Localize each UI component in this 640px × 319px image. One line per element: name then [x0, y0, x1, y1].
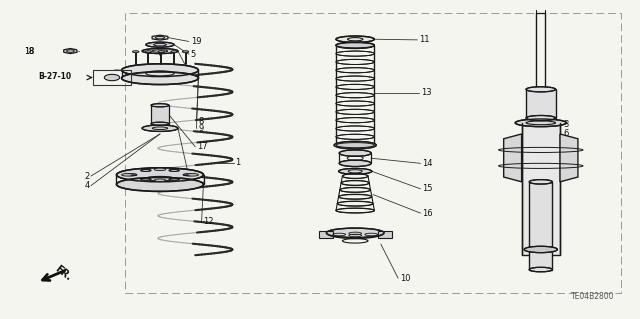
Text: 19: 19: [191, 37, 201, 46]
Text: 4: 4: [84, 181, 90, 190]
Text: 7: 7: [191, 67, 196, 76]
Ellipse shape: [336, 43, 374, 48]
Polygon shape: [560, 134, 578, 182]
Ellipse shape: [158, 51, 164, 53]
Ellipse shape: [142, 48, 178, 54]
Text: 11: 11: [419, 35, 429, 44]
Ellipse shape: [336, 68, 374, 73]
Ellipse shape: [169, 169, 179, 171]
Ellipse shape: [326, 228, 384, 238]
Text: FR.: FR.: [52, 263, 73, 282]
Ellipse shape: [336, 59, 374, 64]
Text: 8: 8: [198, 117, 204, 126]
Bar: [125, 13, 621, 293]
Ellipse shape: [122, 64, 198, 77]
Ellipse shape: [151, 122, 169, 125]
Ellipse shape: [141, 178, 151, 180]
Ellipse shape: [515, 119, 566, 127]
Bar: [526, 89, 556, 118]
Text: B-27-10: B-27-10: [38, 72, 72, 81]
Ellipse shape: [142, 125, 178, 131]
Text: 15: 15: [422, 184, 433, 193]
Ellipse shape: [171, 51, 177, 53]
Ellipse shape: [337, 201, 373, 206]
Text: 7: 7: [191, 172, 196, 181]
Ellipse shape: [116, 168, 204, 182]
Ellipse shape: [336, 208, 374, 213]
Ellipse shape: [336, 42, 374, 48]
Ellipse shape: [336, 118, 374, 123]
Text: TE04B2800: TE04B2800: [571, 293, 614, 301]
Ellipse shape: [342, 174, 368, 179]
Ellipse shape: [529, 180, 552, 184]
Text: 1: 1: [236, 158, 241, 167]
Polygon shape: [152, 35, 168, 40]
Ellipse shape: [116, 177, 204, 191]
Bar: [151, 105, 169, 124]
Ellipse shape: [187, 174, 198, 176]
Ellipse shape: [336, 101, 374, 106]
Ellipse shape: [122, 72, 198, 85]
Ellipse shape: [141, 169, 151, 171]
Text: 9: 9: [198, 124, 204, 133]
Ellipse shape: [127, 174, 137, 176]
Ellipse shape: [524, 246, 557, 253]
Text: 2: 2: [84, 172, 90, 181]
Text: 13: 13: [421, 88, 432, 97]
Bar: [319, 231, 333, 238]
Ellipse shape: [341, 181, 369, 186]
Ellipse shape: [146, 42, 174, 47]
Text: 5: 5: [191, 50, 196, 59]
Ellipse shape: [122, 174, 133, 176]
Text: 17: 17: [197, 142, 208, 151]
Ellipse shape: [336, 126, 374, 131]
Ellipse shape: [183, 174, 193, 176]
Ellipse shape: [336, 134, 374, 139]
Bar: [529, 182, 552, 270]
Ellipse shape: [339, 160, 371, 167]
Ellipse shape: [339, 168, 372, 174]
Polygon shape: [504, 134, 522, 182]
Text: 12: 12: [204, 217, 214, 226]
Ellipse shape: [154, 179, 166, 182]
Ellipse shape: [526, 115, 556, 121]
Ellipse shape: [336, 93, 374, 98]
Ellipse shape: [340, 187, 371, 192]
Ellipse shape: [169, 178, 179, 180]
Ellipse shape: [334, 141, 376, 149]
Ellipse shape: [336, 36, 374, 42]
Bar: [522, 123, 560, 255]
Ellipse shape: [339, 194, 372, 199]
Ellipse shape: [182, 51, 189, 53]
Text: 18: 18: [24, 47, 33, 56]
Polygon shape: [64, 48, 77, 54]
Ellipse shape: [132, 51, 139, 53]
Ellipse shape: [336, 84, 374, 89]
Ellipse shape: [526, 87, 556, 92]
Text: 3: 3: [563, 120, 568, 129]
Text: 6: 6: [563, 130, 568, 138]
Ellipse shape: [336, 109, 374, 115]
Text: 14: 14: [422, 159, 433, 168]
Ellipse shape: [151, 104, 169, 107]
Ellipse shape: [145, 51, 152, 53]
Bar: [378, 231, 392, 238]
Text: 10: 10: [400, 274, 410, 283]
Bar: [93, 70, 131, 85]
Ellipse shape: [104, 74, 120, 81]
Text: 18: 18: [24, 47, 35, 56]
Ellipse shape: [529, 267, 552, 272]
Ellipse shape: [336, 143, 374, 148]
Ellipse shape: [336, 76, 374, 81]
Ellipse shape: [339, 150, 371, 156]
Ellipse shape: [154, 168, 166, 171]
Text: 16: 16: [422, 209, 433, 218]
Ellipse shape: [336, 51, 374, 56]
